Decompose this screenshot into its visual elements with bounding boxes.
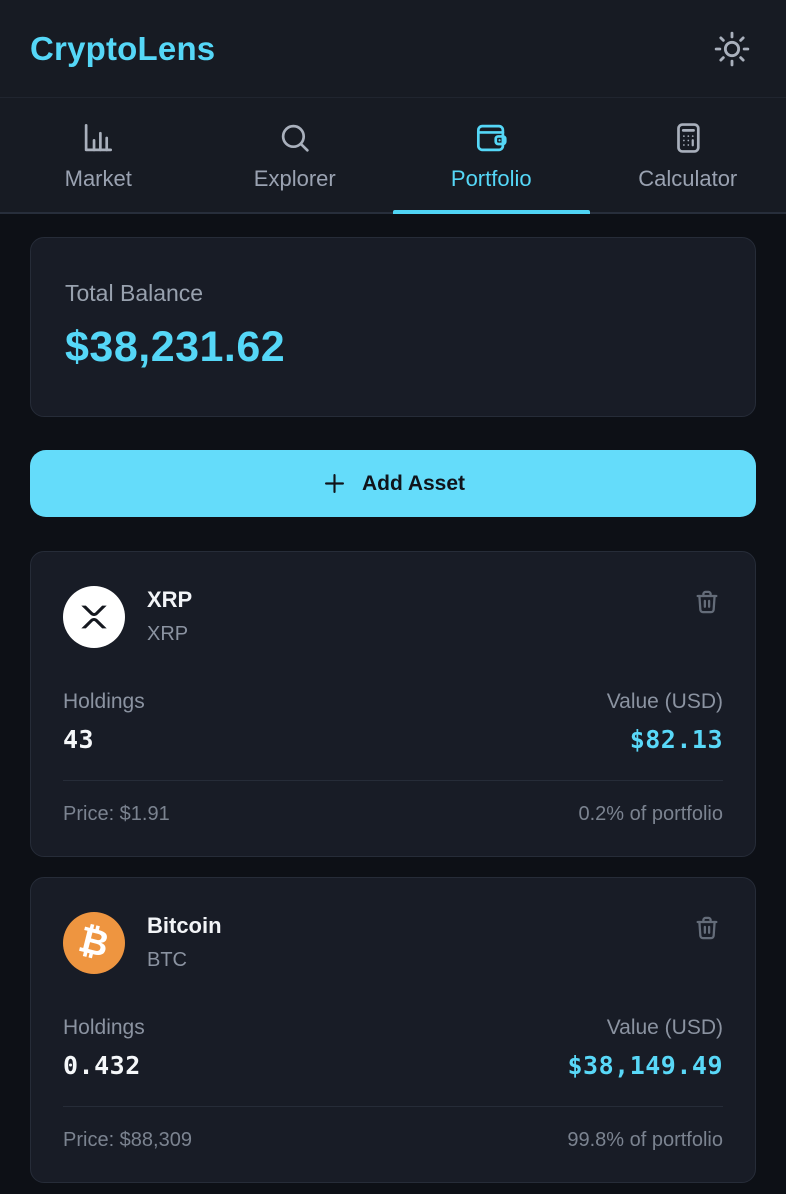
value-label: Value (USD) <box>606 1016 723 1039</box>
asset-card-bitcoin: ₿ Bitcoin BTC <box>30 877 756 1183</box>
asset-name: Bitcoin <box>147 913 222 938</box>
portfolio-panel: Total Balance $38,231.62 Add Asset <box>0 214 786 1194</box>
asset-names: XRP XRP <box>147 586 192 646</box>
tab-bar: Market Explorer Portfolio <box>0 98 786 214</box>
xrp-logo <box>63 586 125 648</box>
trash-icon <box>691 586 723 618</box>
value-usd: $82.13 <box>629 725 723 754</box>
plus-icon <box>321 470 348 497</box>
asset-card-xrp: XRP XRP Holdings <box>30 551 756 857</box>
asset-names: Bitcoin BTC <box>147 912 222 972</box>
card-divider <box>63 780 723 781</box>
tab-market[interactable]: Market <box>0 98 197 212</box>
value-stat: Value (USD) $38,149.49 <box>567 1016 723 1080</box>
add-asset-button[interactable]: Add Asset <box>30 450 756 517</box>
asset-symbol: BTC <box>147 949 187 971</box>
tab-portfolio[interactable]: Portfolio <box>393 98 590 214</box>
total-balance-value: $38,231.62 <box>65 323 286 371</box>
holdings-stat: Holdings 0.432 <box>63 1016 145 1080</box>
asset-stats: Holdings 0.432 Value (USD) $38,149.49 <box>63 1016 723 1080</box>
card-divider <box>63 1106 723 1107</box>
tab-label: Portfolio <box>450 165 532 191</box>
search-icon <box>276 119 314 157</box>
delete-asset-button[interactable] <box>691 586 723 618</box>
bitcoin-glyph: ₿ <box>74 919 114 966</box>
bitcoin-logo: ₿ <box>63 912 125 974</box>
asset-stats: Holdings 43 Value (USD) $82.13 <box>63 690 723 754</box>
tab-label: Market <box>64 165 132 191</box>
asset-header: XRP XRP <box>63 586 723 648</box>
asset-header: ₿ Bitcoin BTC <box>63 912 723 974</box>
tab-label: Calculator <box>638 165 738 191</box>
asset-share: 0.2% of portfolio <box>578 803 723 825</box>
theme-toggle-button[interactable] <box>708 25 756 73</box>
bar-chart-icon <box>79 119 117 157</box>
calculator-icon <box>669 119 707 157</box>
asset-price: Price: $1.91 <box>63 803 170 825</box>
asset-name: XRP <box>147 587 193 612</box>
wallet-icon <box>472 119 510 157</box>
asset-share: 99.8% of portfolio <box>567 1129 723 1151</box>
delete-asset-button[interactable] <box>691 912 723 944</box>
app-header: CryptoLens <box>0 0 786 98</box>
add-asset-label: Add Asset <box>361 471 466 495</box>
holdings-value: 0.432 <box>63 1051 141 1080</box>
trash-icon <box>691 912 723 944</box>
asset-footer: Price: $88,309 99.8% of portfolio <box>63 1129 723 1152</box>
asset-price: Price: $88,309 <box>63 1129 192 1151</box>
app-title: CryptoLens <box>30 29 216 67</box>
tab-explorer[interactable]: Explorer <box>197 98 394 212</box>
value-label: Value (USD) <box>606 690 723 713</box>
holdings-stat: Holdings 43 <box>63 690 145 754</box>
holdings-label: Holdings <box>63 690 145 713</box>
asset-symbol: XRP <box>147 623 189 645</box>
value-usd: $38,149.49 <box>567 1051 723 1080</box>
tab-label: Explorer <box>253 165 336 191</box>
holdings-value: 43 <box>63 725 95 754</box>
sun-icon <box>712 29 752 69</box>
holdings-label: Holdings <box>63 1016 145 1039</box>
value-stat: Value (USD) $82.13 <box>607 690 723 754</box>
total-balance-label: Total Balance <box>65 280 204 306</box>
asset-footer: Price: $1.91 0.2% of portfolio <box>63 803 723 826</box>
total-balance-card: Total Balance $38,231.62 <box>30 237 756 417</box>
tab-calculator[interactable]: Calculator <box>590 98 786 212</box>
